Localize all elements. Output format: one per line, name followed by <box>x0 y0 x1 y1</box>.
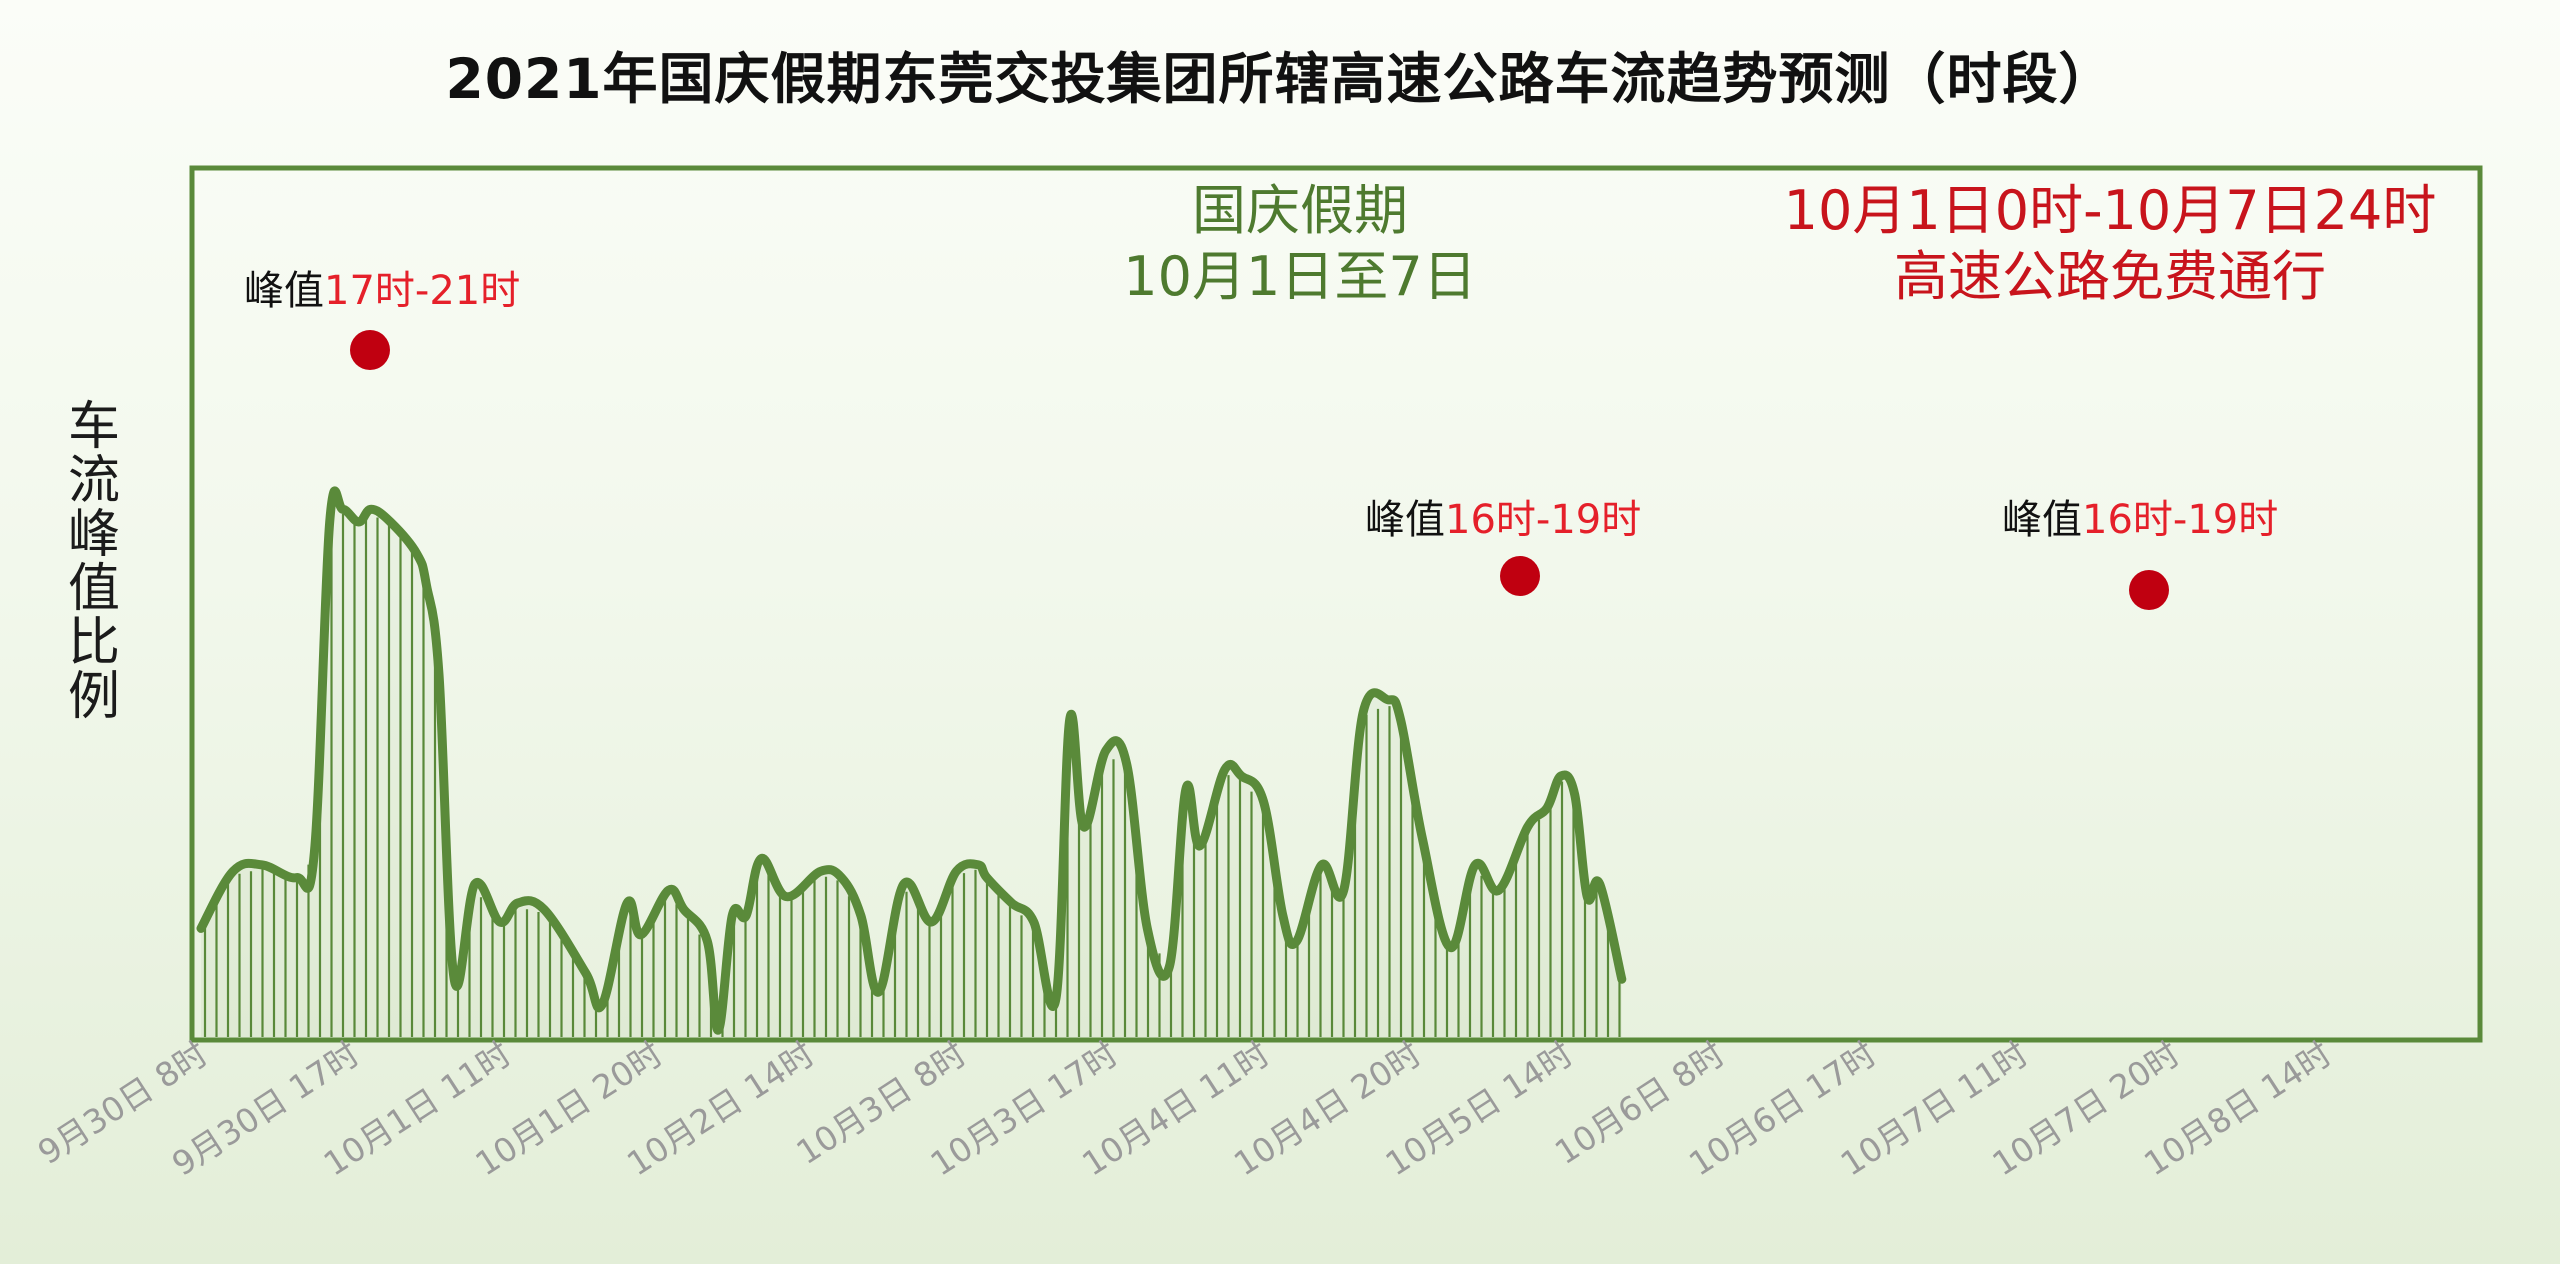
peak-label-3-prefix: 峰值 <box>2002 497 2082 543</box>
holiday-note-line1: 国庆假期 <box>1192 179 1408 242</box>
peak-label-1: 峰值17时-21时 <box>244 258 520 316</box>
free-toll-note: 10月1日0时-10月7日24时 高速公路免费通行 <box>1740 178 2480 310</box>
free-toll-note-line1: 10月1日0时-10月7日24时 <box>1783 179 2437 242</box>
peak-label-3: 峰值16时-19时 <box>2002 487 2278 545</box>
peak-label-2-time: 16时-19时 <box>1445 497 1642 543</box>
peak-markers <box>350 330 2169 610</box>
holiday-note: 国庆假期 10月1日至7日 <box>1045 178 1555 310</box>
peak-marker <box>1500 556 1540 596</box>
holiday-note-line2: 10月1日至7日 <box>1123 245 1477 308</box>
plot-frame <box>189 165 2483 1043</box>
free-toll-note-line2: 高速公路免费通行 <box>1894 245 2326 308</box>
chart-title: 2021年国庆假期东莞交投集团所辖高速公路车流趋势预测（时段） <box>445 47 2115 111</box>
peak-label-2: 峰值16时-19时 <box>1365 487 1641 545</box>
peak-label-1-prefix: 峰值 <box>244 268 324 314</box>
area-fill <box>201 490 1622 1037</box>
peak-marker <box>2129 570 2169 610</box>
series-line <box>196 486 1627 1035</box>
peak-marker <box>350 330 390 370</box>
peak-label-2-prefix: 峰值 <box>1365 497 1445 543</box>
peak-label-3-time: 16时-19时 <box>2082 497 2279 543</box>
fill-lines <box>203 513 1621 1037</box>
peak-label-1-time: 17时-21时 <box>324 268 521 314</box>
y-axis-label: 车流峰值比例 <box>67 397 120 727</box>
